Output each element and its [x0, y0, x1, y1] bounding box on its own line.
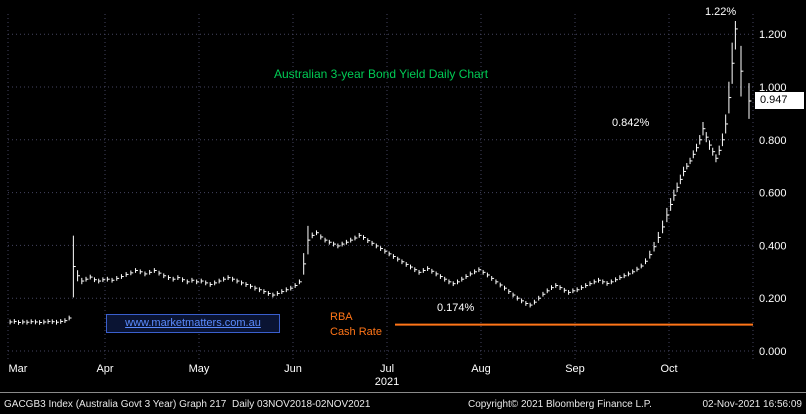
- x-axis-month-label: Mar: [9, 363, 28, 375]
- status-ticker-text: GACGB3 Index (Australia Govt 3 Year) Gra…: [4, 399, 227, 410]
- last-price-badge: 0.947: [755, 92, 804, 109]
- annotation-aug-low: 0.174%: [437, 302, 475, 314]
- y-axis-tick-label: 1.000: [759, 82, 787, 94]
- x-axis-year-label: 2021: [374, 376, 400, 388]
- marketmatters-link[interactable]: www.marketmatters.com.au: [106, 314, 280, 333]
- x-axis-month-label: Jun: [284, 363, 302, 375]
- y-axis-tick-label: 1.200: [759, 29, 787, 41]
- rba-cash-rate-label: RBA Cash Rate: [330, 310, 382, 340]
- x-axis-month-label: Apr: [96, 363, 113, 375]
- y-axis-tick-label: 0.400: [759, 240, 787, 252]
- x-axis-month-label: Sep: [565, 363, 585, 375]
- x-axis-month-label: Jul: [380, 363, 394, 375]
- status-date-range: Daily 03NOV2018-02NOV2021: [232, 399, 371, 410]
- rba-label-line1: RBA: [330, 311, 353, 323]
- annotation-high-peak: 1.22%: [705, 6, 737, 18]
- y-axis-tick-label: 0.200: [759, 293, 787, 305]
- status-copyright: Copyright© 2021 Bloomberg Finance L.P.: [468, 399, 652, 410]
- y-axis-tick-label: 0.600: [759, 188, 787, 200]
- status-bar: GACGB3 Index (Australia Govt 3 Year) Gra…: [0, 392, 806, 414]
- x-axis-month-label: May: [189, 363, 210, 375]
- annotation-oct-peak: 0.842%: [612, 117, 650, 129]
- rba-label-line2: Cash Rate: [330, 326, 382, 338]
- y-axis-tick-label: 0.000: [759, 346, 787, 358]
- chart-title: Australian 3-year Bond Yield Daily Chart: [273, 67, 489, 81]
- status-timestamp: 02-Nov-2021 16:56:09: [702, 399, 802, 410]
- x-axis-month-label: Aug: [471, 363, 491, 375]
- y-axis-tick-label: 0.800: [759, 135, 787, 147]
- x-axis-month-label: Oct: [660, 363, 677, 375]
